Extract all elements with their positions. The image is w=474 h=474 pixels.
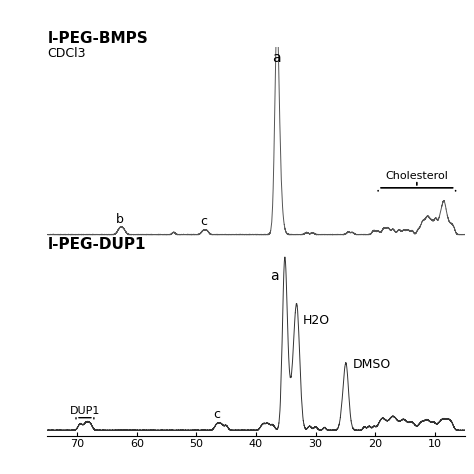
- Text: c: c: [214, 408, 221, 420]
- Text: CDCl3: CDCl3: [47, 47, 86, 60]
- Text: l-PEG-DUP1: l-PEG-DUP1: [47, 237, 146, 252]
- Text: a: a: [273, 51, 281, 65]
- Text: b: b: [116, 213, 124, 226]
- Text: Cholesterol: Cholesterol: [385, 172, 448, 182]
- Text: DUP1: DUP1: [70, 406, 100, 416]
- Text: DMSO: DMSO: [353, 357, 391, 371]
- Text: a: a: [270, 269, 279, 283]
- Text: H2O: H2O: [302, 314, 329, 327]
- Text: c: c: [200, 215, 207, 228]
- Text: l-PEG-BMPS: l-PEG-BMPS: [47, 31, 148, 46]
